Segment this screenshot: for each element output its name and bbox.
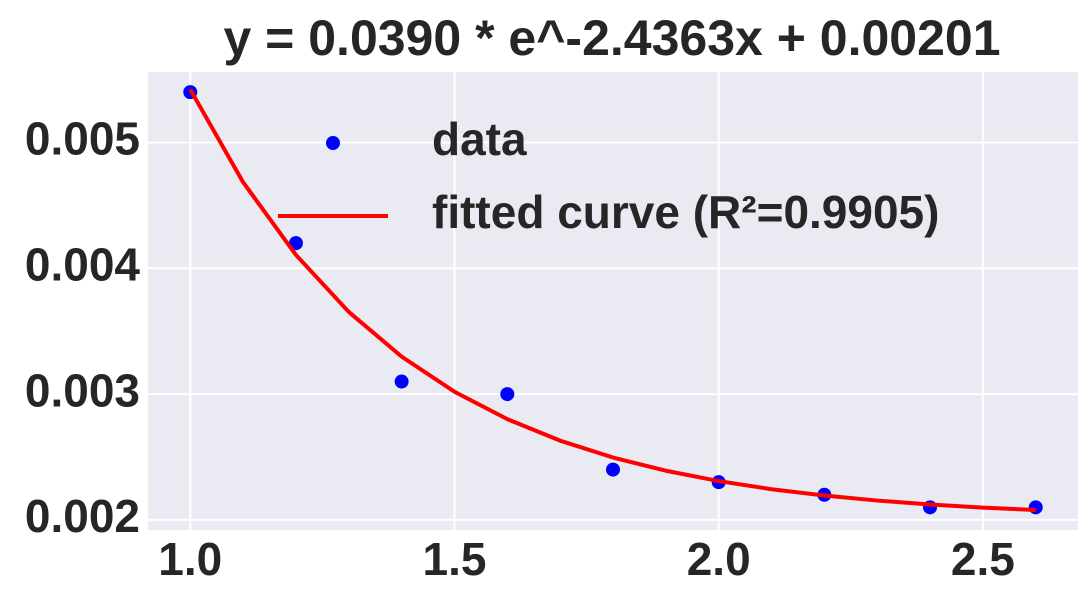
x-tick-label: 2.0 xyxy=(687,533,751,585)
chart-title: y = 0.0390 * e^-2.4363x + 0.00201 xyxy=(223,10,1000,66)
plot-area xyxy=(148,72,1078,530)
y-tick-label: 0.005 xyxy=(25,113,140,165)
legend-marker xyxy=(326,136,340,150)
plot-layer xyxy=(183,85,1043,515)
data-point xyxy=(1028,500,1043,515)
data-point xyxy=(606,462,620,477)
y-tick-label: 0.002 xyxy=(25,490,140,542)
data-point xyxy=(288,236,303,251)
legend-label: data xyxy=(432,113,527,165)
data-point xyxy=(500,387,515,402)
legend-label: fitted curve (R²=0.9905) xyxy=(432,186,939,238)
y-tick-label: 0.004 xyxy=(25,238,141,290)
x-tick-label: 2.5 xyxy=(951,533,1015,585)
x-tick-label: 1.5 xyxy=(423,533,487,585)
fitted-line xyxy=(188,88,1036,512)
y-tick-label: 0.003 xyxy=(25,364,140,416)
data-point xyxy=(394,374,409,389)
x-tick-label: 1.0 xyxy=(158,533,222,585)
